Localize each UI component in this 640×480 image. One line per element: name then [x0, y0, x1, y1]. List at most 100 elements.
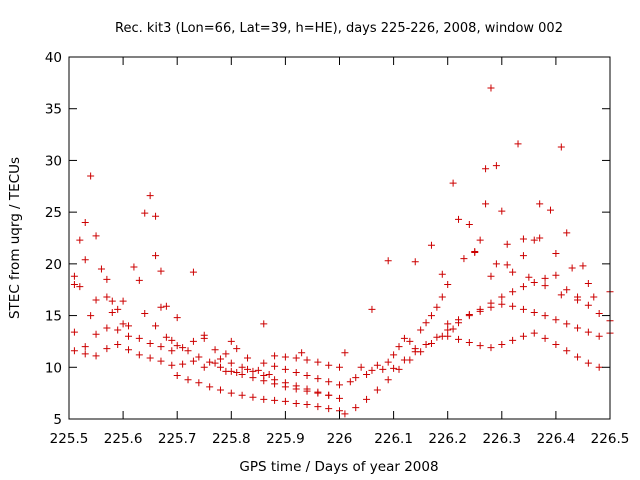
data-point — [465, 221, 473, 229]
x-tick-label: 225.8 — [212, 431, 251, 447]
data-point — [103, 324, 111, 332]
data-point — [584, 301, 592, 309]
data-point — [552, 250, 560, 258]
data-point — [519, 252, 527, 260]
data-point — [595, 310, 603, 318]
data-point — [427, 339, 435, 347]
data-point — [325, 405, 333, 413]
data-point — [92, 296, 100, 304]
data-point — [260, 320, 268, 328]
data-point — [271, 376, 279, 384]
y-tick-label: 15 — [45, 309, 62, 325]
data-point — [244, 365, 252, 373]
data-point — [87, 172, 95, 180]
data-point — [281, 353, 289, 361]
data-point — [498, 207, 506, 215]
data-point — [368, 305, 376, 313]
data-point — [384, 257, 392, 265]
data-point — [417, 326, 425, 334]
data-point — [189, 357, 197, 365]
data-point — [438, 293, 446, 301]
data-point — [249, 393, 257, 401]
data-point — [530, 236, 538, 244]
data-point — [249, 367, 257, 375]
data-point — [557, 291, 565, 299]
data-point — [103, 345, 111, 353]
data-point — [141, 310, 149, 318]
data-point — [541, 334, 549, 342]
data-point — [227, 367, 235, 375]
y-tick-label: 40 — [45, 50, 62, 66]
data-point — [292, 382, 300, 390]
data-point — [135, 351, 143, 359]
data-point — [211, 346, 219, 354]
data-point — [465, 338, 473, 346]
data-point — [476, 307, 484, 315]
data-point — [303, 372, 311, 380]
data-point — [281, 379, 289, 387]
data-point — [384, 358, 392, 366]
data-point — [103, 275, 111, 283]
data-point — [514, 140, 522, 148]
data-point — [509, 288, 517, 296]
data-point — [265, 371, 273, 379]
data-point — [541, 282, 549, 290]
x-tick-label: 225.6 — [104, 431, 143, 447]
data-point — [460, 255, 468, 263]
data-point — [314, 388, 322, 396]
data-point — [476, 236, 484, 244]
data-point — [444, 281, 452, 289]
data-point — [536, 200, 544, 208]
data-point — [541, 274, 549, 282]
data-point — [584, 359, 592, 367]
data-point — [498, 300, 506, 308]
data-point — [363, 395, 371, 403]
data-point — [195, 379, 203, 387]
data-point — [260, 359, 268, 367]
data-point — [238, 363, 246, 371]
data-point — [336, 381, 343, 389]
data-point — [168, 347, 176, 355]
data-point — [357, 363, 365, 371]
data-point — [568, 264, 576, 272]
data-point — [130, 263, 138, 271]
data-point — [81, 218, 89, 226]
data-point — [206, 383, 214, 391]
y-tick-labels: 5 10 15 20 25 30 35 40 — [45, 50, 62, 428]
data-point — [179, 360, 187, 368]
plot-frame — [68, 56, 611, 420]
data-point — [530, 308, 538, 316]
data-point — [189, 337, 197, 345]
data-point — [146, 339, 154, 347]
data-point — [146, 354, 154, 362]
data-point — [97, 265, 105, 273]
data-point — [281, 397, 289, 405]
data-point — [298, 349, 306, 357]
data-point — [141, 209, 149, 217]
data-point — [146, 192, 154, 200]
data-point — [584, 328, 592, 336]
data-points — [70, 84, 614, 418]
data-point — [157, 303, 165, 311]
data-point — [341, 349, 349, 357]
x-tick-label: 225.5 — [50, 431, 89, 447]
data-point — [482, 165, 490, 173]
data-point — [314, 403, 322, 411]
data-point — [173, 342, 181, 350]
data-point — [400, 334, 408, 342]
data-point — [557, 143, 565, 151]
data-point — [314, 358, 322, 366]
data-point — [303, 385, 311, 393]
data-point — [162, 302, 170, 310]
data-point — [341, 410, 349, 418]
chart-title: Rec. kit3 (Lon=66, Lat=39, h=HE), days 2… — [115, 21, 563, 36]
data-point — [92, 232, 100, 240]
data-point — [125, 346, 133, 354]
data-point — [70, 272, 78, 280]
data-point — [574, 296, 582, 304]
data-point — [125, 322, 133, 330]
data-point — [379, 365, 387, 373]
data-point — [233, 368, 241, 376]
data-point — [238, 371, 246, 379]
data-point — [76, 283, 84, 291]
